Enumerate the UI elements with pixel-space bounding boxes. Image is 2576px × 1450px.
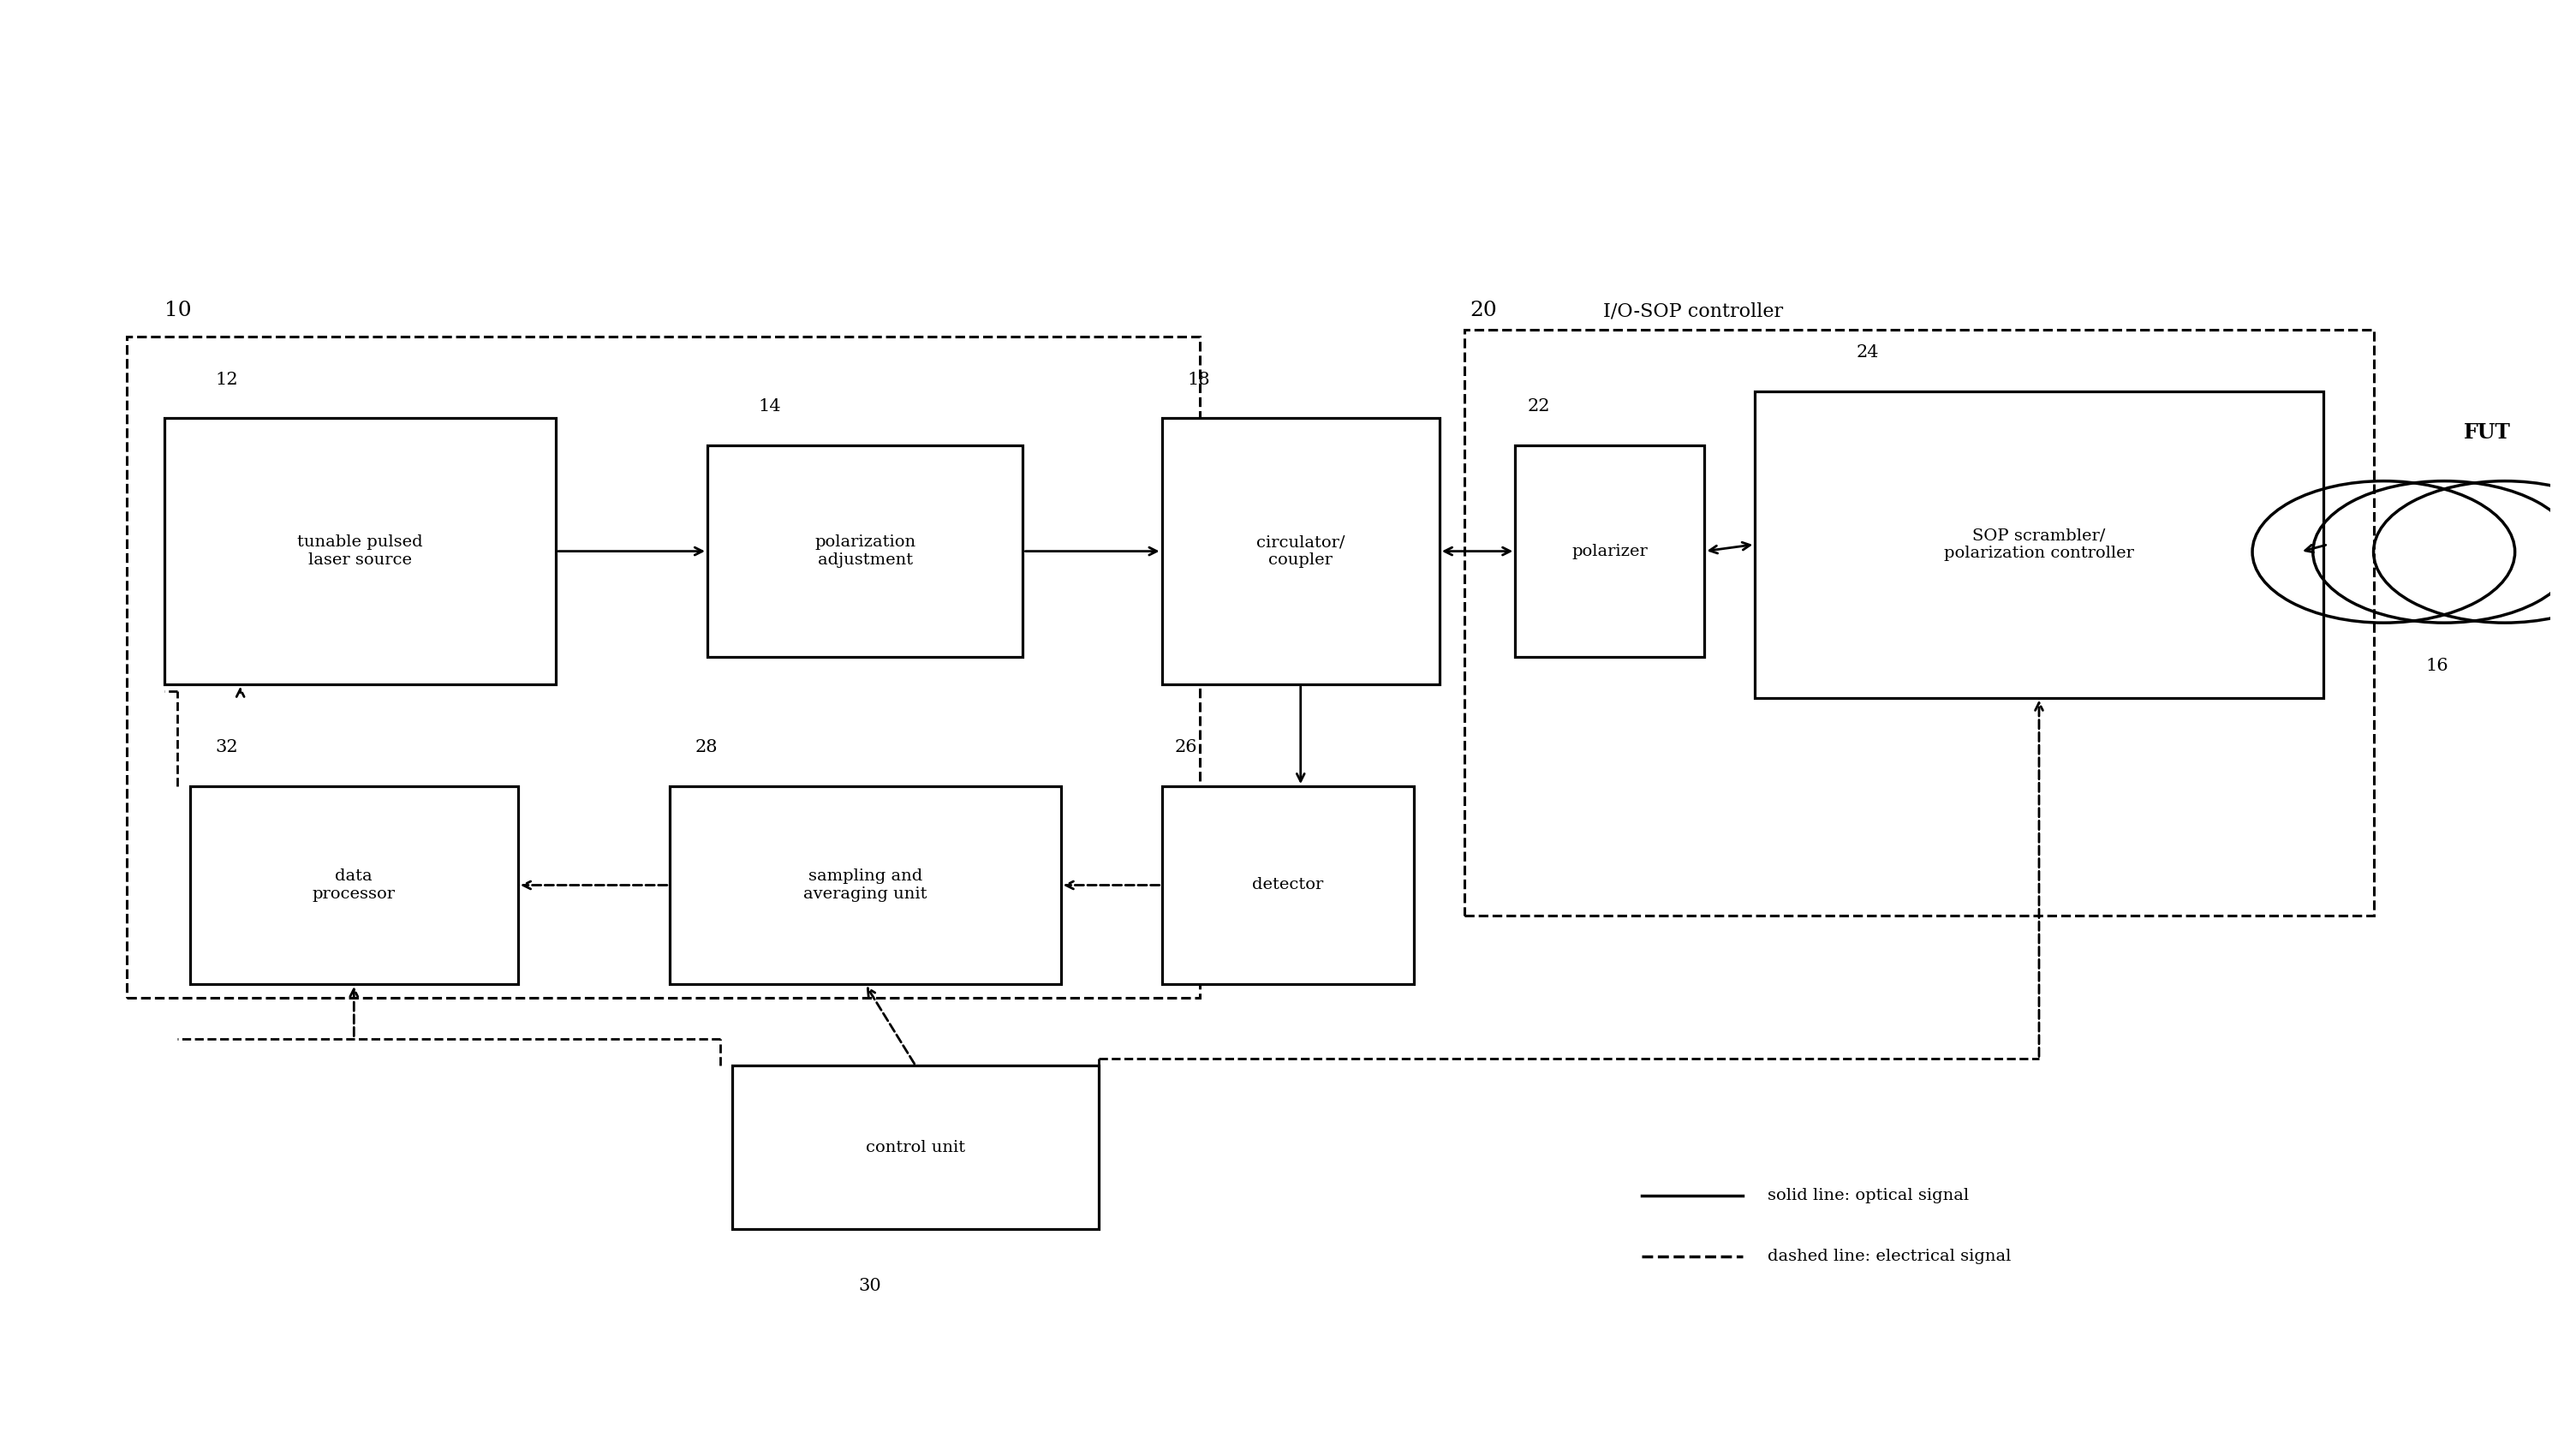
Bar bbox=[191, 786, 518, 985]
Text: 14: 14 bbox=[757, 399, 781, 415]
Text: 22: 22 bbox=[1528, 399, 1551, 415]
Bar bbox=[1162, 786, 1414, 985]
Text: 26: 26 bbox=[1175, 740, 1198, 755]
Bar bbox=[165, 418, 556, 684]
Bar bbox=[1754, 392, 2324, 697]
Text: solid line: optical signal: solid line: optical signal bbox=[1767, 1188, 1968, 1204]
Text: detector: detector bbox=[1252, 877, 1324, 893]
Bar bbox=[1466, 329, 2372, 916]
Text: dashed line: electrical signal: dashed line: electrical signal bbox=[1767, 1248, 2012, 1264]
Text: 20: 20 bbox=[1471, 300, 1497, 320]
Bar bbox=[708, 445, 1023, 657]
Text: 18: 18 bbox=[1188, 371, 1211, 387]
Text: 12: 12 bbox=[216, 371, 237, 387]
Bar bbox=[732, 1066, 1100, 1230]
Text: 24: 24 bbox=[1855, 344, 1878, 361]
Bar bbox=[1162, 418, 1440, 684]
Text: SOP scrambler/
polarization controller: SOP scrambler/ polarization controller bbox=[1945, 528, 2133, 561]
Text: 16: 16 bbox=[2424, 658, 2447, 674]
Text: FUT: FUT bbox=[2463, 422, 2512, 444]
Text: sampling and
averaging unit: sampling and averaging unit bbox=[804, 869, 927, 902]
Text: 28: 28 bbox=[696, 740, 719, 755]
Text: 30: 30 bbox=[858, 1277, 881, 1293]
Text: data
processor: data processor bbox=[312, 869, 397, 902]
Text: control unit: control unit bbox=[866, 1140, 966, 1156]
Bar bbox=[1515, 445, 1705, 657]
Text: polarization
adjustment: polarization adjustment bbox=[814, 535, 914, 568]
Text: I/O-SOP controller: I/O-SOP controller bbox=[1602, 302, 1783, 320]
Bar bbox=[670, 786, 1061, 985]
Text: 32: 32 bbox=[216, 740, 237, 755]
Text: circulator/
coupler: circulator/ coupler bbox=[1257, 535, 1345, 568]
Text: 10: 10 bbox=[165, 300, 191, 320]
Text: tunable pulsed
laser source: tunable pulsed laser source bbox=[296, 535, 422, 568]
Bar bbox=[126, 336, 1200, 998]
Text: polarizer: polarizer bbox=[1571, 544, 1649, 558]
